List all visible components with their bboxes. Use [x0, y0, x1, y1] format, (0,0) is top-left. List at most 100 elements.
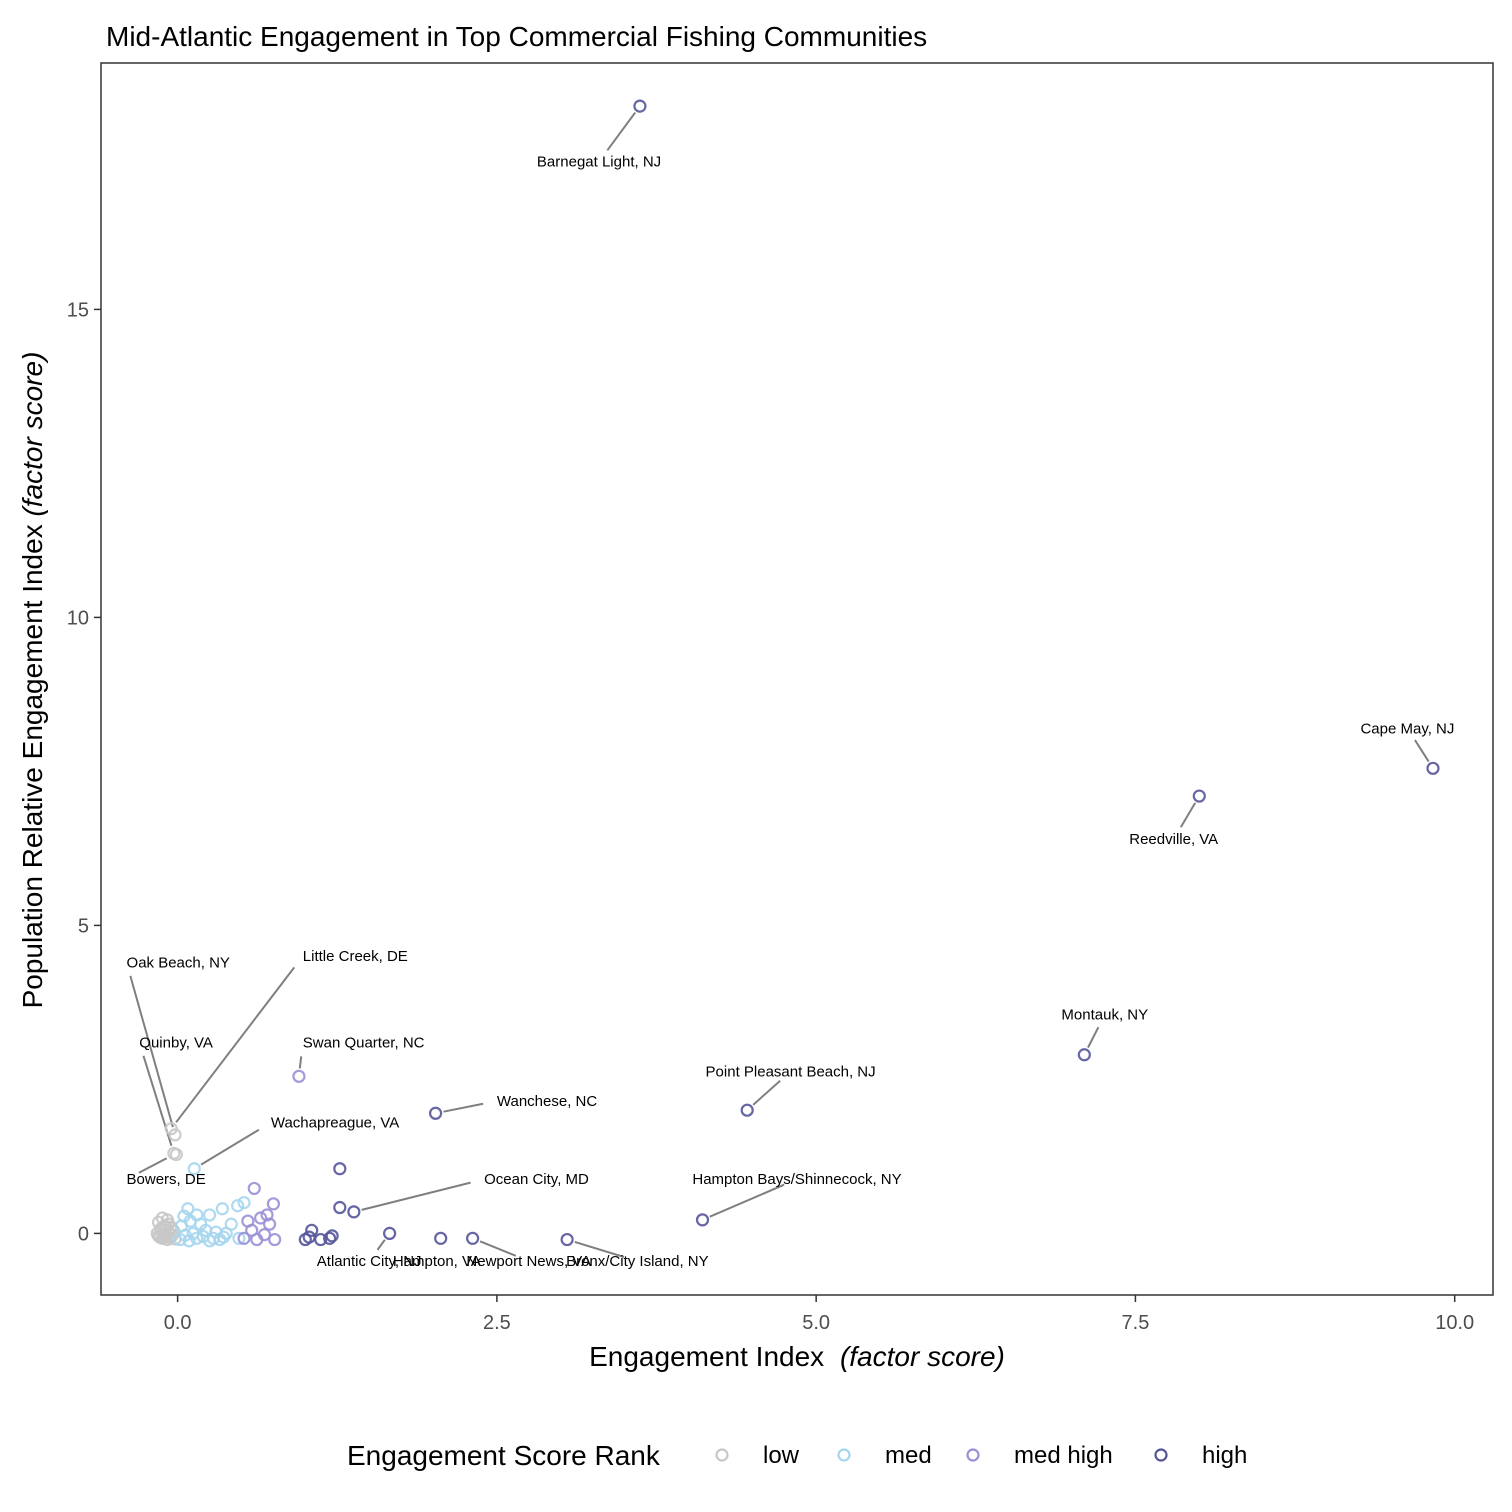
- point-med: [202, 1208, 217, 1222]
- x-tick-label: 10.0: [1435, 1312, 1474, 1334]
- point-med: [182, 1234, 196, 1248]
- point-high: [1192, 789, 1206, 803]
- point-high: [1426, 761, 1440, 775]
- legend-key-med-high: [966, 1448, 980, 1462]
- point-med-high: [292, 1069, 306, 1083]
- label-leader-line: [606, 111, 636, 151]
- x-tick-label: 2.5: [483, 1312, 511, 1334]
- point-high: [695, 1213, 710, 1227]
- point-med-high: [254, 1211, 268, 1225]
- point-label: Hampton, VA: [393, 1253, 481, 1270]
- point-high: [428, 1106, 443, 1120]
- label-leader-line: [129, 975, 174, 1128]
- legend-label-med: med: [885, 1442, 932, 1469]
- y-tick-label: 15: [67, 299, 89, 321]
- label-leader-line: [1180, 802, 1197, 828]
- point-high: [434, 1231, 448, 1245]
- point-label: Ocean City, MD: [484, 1171, 589, 1188]
- point-high: [466, 1231, 480, 1245]
- point-label: Hampton Bays/Shinnecock, NY: [692, 1171, 901, 1188]
- x-tick-label: 5.0: [802, 1312, 830, 1334]
- point-high: [305, 1223, 319, 1237]
- label-leader-line: [298, 1056, 303, 1069]
- legend: Engagement Score Rank low med med high high: [347, 1440, 1247, 1471]
- point-low: [156, 1231, 171, 1245]
- label-leader-line: [376, 1239, 386, 1251]
- point-label: Reedville, VA: [1129, 831, 1218, 848]
- point-high: [740, 1103, 754, 1117]
- point-med-high: [262, 1217, 277, 1231]
- x-tick-label: 7.5: [1122, 1312, 1150, 1334]
- label-leader-line: [361, 1181, 471, 1211]
- label-leader-line: [752, 1079, 781, 1106]
- label-leader-line: [709, 1183, 785, 1218]
- point-high: [560, 1232, 574, 1247]
- point-low: [169, 1147, 183, 1162]
- point-med-high: [250, 1232, 264, 1247]
- point-med: [231, 1199, 245, 1213]
- point-med-high: [247, 1181, 261, 1196]
- point-high: [347, 1205, 361, 1219]
- point-label: Bronx/City Island, NY: [566, 1253, 709, 1270]
- point-label: Point Pleasant Beach, NJ: [706, 1063, 876, 1080]
- legend-key-med: [837, 1448, 851, 1462]
- point-low: [162, 1217, 176, 1231]
- label-leader-line: [574, 1240, 625, 1258]
- y-axis-title-main: Population Relative Engagement Index: [17, 524, 48, 1008]
- point-med-high: [266, 1197, 281, 1211]
- chart-title: Mid-Atlantic Engagement in Top Commercia…: [106, 21, 927, 52]
- point-high: [333, 1200, 347, 1215]
- point-med: [190, 1231, 204, 1245]
- legend-key-low: [715, 1448, 729, 1462]
- y-tick-label: 5: [78, 915, 89, 937]
- y-axis-title-italic: (factor score): [17, 352, 48, 517]
- point-high: [333, 1162, 347, 1176]
- label-leader-line: [1087, 1026, 1100, 1049]
- point-med-high: [237, 1231, 251, 1245]
- point-med: [187, 1162, 201, 1176]
- point-high: [322, 1231, 337, 1245]
- point-label: Bowers, DE: [127, 1171, 206, 1188]
- point-med: [181, 1202, 195, 1216]
- point-label: Atlantic City, NJ: [317, 1253, 422, 1270]
- point-high: [302, 1230, 316, 1244]
- legend-label-med-high: med high: [1014, 1442, 1113, 1469]
- axes: 0.0 2.5 5.0 7.5 10.0 0 5 10 15: [67, 299, 1474, 1334]
- point-med: [202, 1234, 217, 1248]
- label-leader-line: [175, 966, 296, 1123]
- point-label: Montauk, NY: [1061, 1007, 1148, 1024]
- legend-title: Engagement Score Rank: [347, 1440, 661, 1471]
- panel-border: [100, 62, 1494, 1296]
- point-label: Newport News, VA: [466, 1253, 591, 1270]
- point-high: [325, 1229, 339, 1243]
- point-med: [216, 1230, 231, 1244]
- x-axis-title-italic: (factor score): [840, 1341, 1005, 1372]
- point-high: [383, 1226, 397, 1241]
- label-leader-line: [443, 1102, 484, 1113]
- label-leader-line: [200, 1128, 260, 1166]
- legend-key-high: [1154, 1448, 1168, 1462]
- point-label: Cape May, NJ: [1360, 720, 1454, 737]
- point-med: [237, 1195, 251, 1210]
- label-leader-line: [1414, 739, 1430, 763]
- x-axis-title-main: Engagement Index: [589, 1341, 824, 1372]
- point-label: Wanchese, NC: [497, 1093, 597, 1110]
- label-leader-line: [138, 1157, 168, 1174]
- y-axis-title: Population Relative Engagement Index (fa…: [17, 352, 48, 1009]
- point-label: Quinby, VA: [139, 1034, 213, 1051]
- point-med: [173, 1232, 187, 1247]
- point-low: [168, 1128, 182, 1142]
- label-leader-line: [479, 1240, 517, 1257]
- legend-label-high: high: [1202, 1442, 1247, 1469]
- point-label: Little Creek, DE: [303, 948, 408, 965]
- point-label: Swan Quarter, NC: [303, 1034, 425, 1051]
- point-med: [215, 1202, 229, 1216]
- point-label: Oak Beach, NY: [127, 954, 230, 971]
- y-tick-label: 0: [78, 1223, 89, 1245]
- x-tick-label: 0.0: [164, 1312, 192, 1334]
- point-high: [633, 99, 647, 113]
- plot-area: Barnegat Light, NJ Cape May, NJ Reedville,…: [127, 99, 1454, 1270]
- point-med: [232, 1231, 246, 1245]
- point-label: Barnegat Light, NJ: [537, 154, 661, 171]
